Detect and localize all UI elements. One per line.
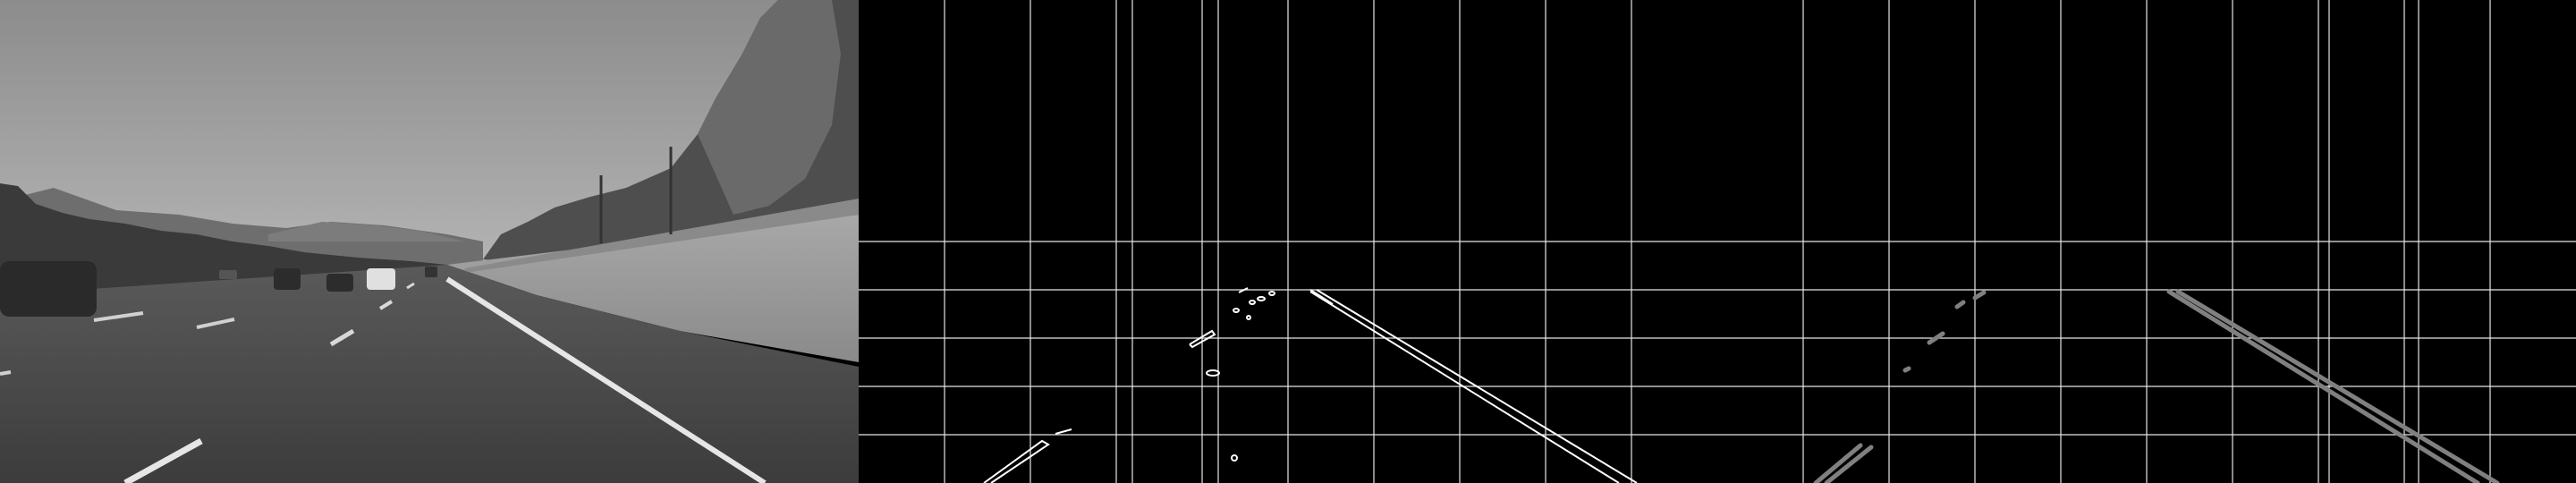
- trees-right-highlight: [698, 0, 841, 215]
- edge-map-svg: [859, 0, 1717, 483]
- road-surface: [0, 265, 859, 483]
- road-edge-right: [445, 276, 767, 483]
- canny-edges-with-grid: [859, 0, 1717, 483]
- lane-dash-3: [378, 300, 394, 310]
- car-dark-1: [274, 268, 301, 290]
- lane-dash-4: [406, 282, 415, 290]
- right-lane-line-2: [2175, 289, 2500, 483]
- car-distant: [425, 267, 437, 277]
- grass-shoulder-right: [447, 215, 859, 362]
- right-lane-line-1: [2166, 289, 2480, 483]
- grid-lines: [1717, 0, 2576, 483]
- line-map-svg: [1717, 0, 2576, 483]
- left-lane-dash: [1927, 331, 1945, 345]
- lane-dash-2: [329, 328, 355, 347]
- lane-dash-left-1: [196, 318, 235, 329]
- car-dark-2: [326, 274, 353, 292]
- lane-dash-left-3: [0, 370, 12, 376]
- treeline-left: [0, 183, 447, 295]
- left-lane-line-1: [1813, 443, 1863, 483]
- far-hill: [268, 222, 465, 242]
- left-lane-dot-2: [1972, 290, 1987, 301]
- left-lane-dot: [1954, 300, 1966, 309]
- left-lane-line-2: [1824, 445, 1874, 483]
- grid-lines: [859, 0, 1717, 483]
- hough-lines: [1813, 289, 2500, 483]
- fence: [465, 199, 859, 273]
- detected-edges: [983, 287, 1638, 483]
- car-left: [0, 261, 97, 317]
- road-photo-svg: [0, 0, 859, 483]
- lane-dash-left-2: [93, 311, 144, 322]
- grayscale-road-photo: [0, 0, 859, 483]
- hough-lines-with-grid: [1717, 0, 2576, 483]
- left-lane-dot-3: [1902, 366, 1911, 373]
- car-far-left: [219, 270, 237, 279]
- lane-dash-1: [123, 437, 203, 483]
- car-white: [367, 268, 395, 290]
